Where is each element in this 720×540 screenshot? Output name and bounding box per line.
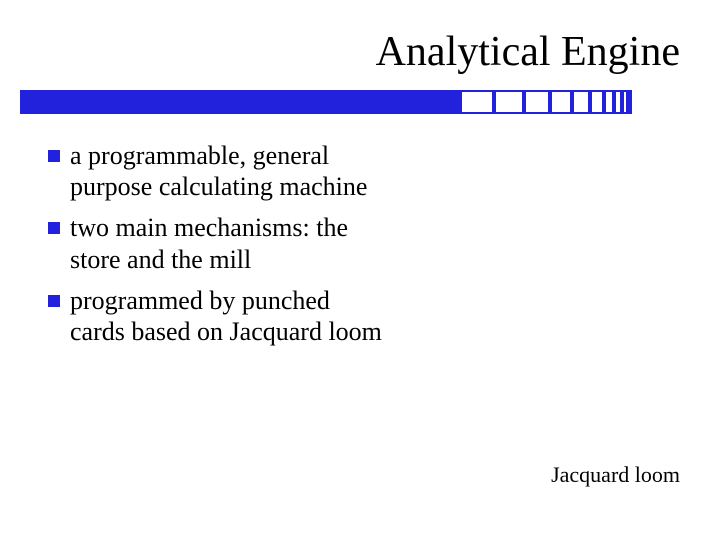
- decoration-segment: [572, 90, 590, 114]
- list-item: two main mechanisms: the store and the m…: [48, 212, 388, 274]
- image-caption: Jacquard loom: [551, 462, 680, 488]
- decoration-segment: [494, 90, 524, 114]
- bullet-list: a programmable, general purpose calculat…: [48, 140, 388, 357]
- bullet-text: programmed by punched cards based on Jac…: [70, 285, 388, 347]
- decoration-segment: [628, 90, 632, 114]
- bullet-marker-icon: [48, 150, 60, 162]
- list-item: a programmable, general purpose calculat…: [48, 140, 388, 202]
- decoration-solid-bar: [20, 90, 460, 114]
- decoration-segment: [604, 90, 614, 114]
- decoration-segment: [550, 90, 572, 114]
- bullet-text: a programmable, general purpose calculat…: [70, 140, 388, 202]
- page-title: Analytical Engine: [0, 28, 680, 76]
- list-item: programmed by punched cards based on Jac…: [48, 285, 388, 347]
- decoration-segment-group: [460, 90, 632, 114]
- decoration-segment: [590, 90, 604, 114]
- decoration-segment: [524, 90, 550, 114]
- title-text: Analytical Engine: [376, 29, 680, 75]
- bullet-text: two main mechanisms: the store and the m…: [70, 212, 388, 274]
- bullet-marker-icon: [48, 295, 60, 307]
- caption-text: Jacquard loom: [551, 462, 680, 487]
- bullet-marker-icon: [48, 222, 60, 234]
- slide: { "title": { "text": "Analytical Engine"…: [0, 0, 720, 540]
- title-underline-decoration: [20, 90, 700, 114]
- decoration-segment: [614, 90, 622, 114]
- decoration-segment: [460, 90, 494, 114]
